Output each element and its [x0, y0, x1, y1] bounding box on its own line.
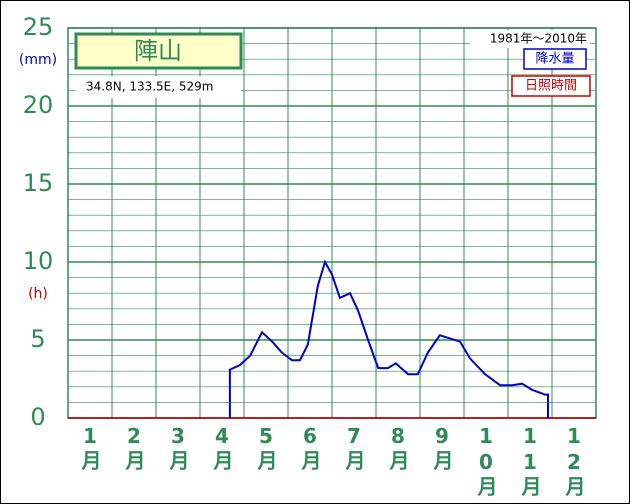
x-tick-label: 5月 [254, 424, 278, 472]
x-tick-label: 9月 [430, 424, 454, 472]
y-tick-label: 0 [30, 403, 45, 431]
subtitle: 34.8N, 133.5E, 529m [86, 80, 213, 94]
x-tick-label: 7月 [342, 424, 366, 472]
x-tick-label: 6月 [298, 424, 322, 472]
x-tick-label: 2月 [122, 424, 146, 472]
legend-box [511, 75, 591, 97]
title-box [74, 32, 243, 70]
x-tick-label: 11月 [518, 424, 542, 498]
x-tick-label: 4月 [210, 424, 234, 472]
subtitle-box [76, 76, 241, 98]
x-tick-label: 12月 [562, 424, 586, 498]
legend-box [523, 48, 587, 70]
period-box [470, 30, 590, 48]
y-unit-label: (mm) [19, 52, 57, 68]
legend-label: 降水量 [535, 52, 574, 67]
y-tick-label: 10 [23, 247, 54, 275]
y-tick-label: 5 [30, 325, 45, 353]
data-line [228, 259, 549, 418]
y2-unit-label: (h) [28, 286, 48, 302]
y-tick-label: 15 [23, 169, 54, 197]
y-tick-label: 20 [23, 91, 54, 119]
chart-title: 陣山 [134, 37, 182, 65]
x-tick-label: 8月 [386, 424, 410, 472]
y-tick-label: 25 [23, 13, 54, 41]
legend-label: 日照時間 [525, 79, 577, 94]
x-tick-label: 10月 [474, 424, 498, 498]
period: 1981年～2010年 [490, 32, 587, 46]
x-tick-label: 3月 [166, 424, 190, 472]
x-tick-label: 1月 [78, 424, 102, 472]
